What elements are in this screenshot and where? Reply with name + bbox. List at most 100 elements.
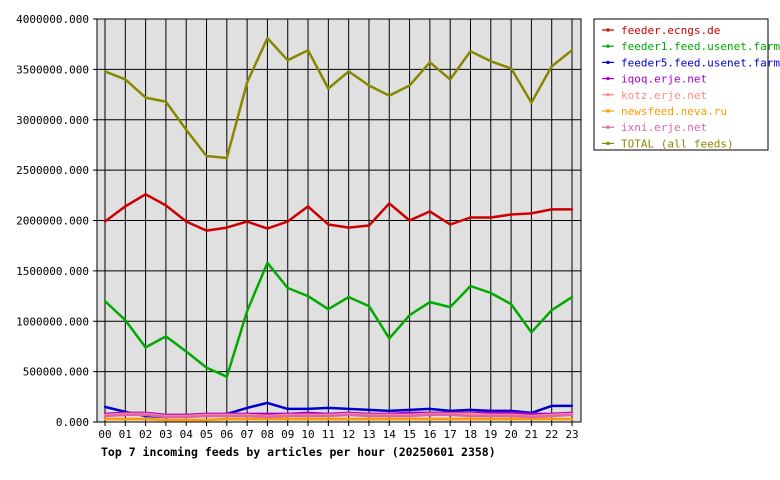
- data-point: [489, 216, 492, 219]
- data-point: [530, 101, 533, 104]
- data-point: [124, 417, 127, 421]
- data-point: [388, 417, 391, 421]
- data-point: [327, 414, 330, 418]
- data-point: [448, 78, 452, 81]
- data-point: [306, 414, 310, 418]
- data-point: [124, 413, 127, 417]
- data-point: [286, 286, 289, 290]
- data-point: [408, 408, 411, 412]
- data-point: [448, 223, 452, 226]
- data-point: [245, 406, 249, 410]
- data-point: [347, 226, 350, 229]
- data-point: [185, 128, 188, 132]
- legend-entry: feeder.ecngs.de: [621, 24, 720, 37]
- data-point: [428, 407, 432, 411]
- x-tick-label: 04: [180, 428, 194, 441]
- data-point: [205, 414, 208, 418]
- data-point: [164, 100, 168, 103]
- data-point: [306, 49, 310, 52]
- x-tick-label: 17: [444, 428, 457, 441]
- data-point: [306, 407, 310, 411]
- legend-marker: [606, 93, 610, 97]
- data-point: [205, 154, 208, 158]
- y-tick-label: 3500000.000: [16, 63, 89, 76]
- legend: feeder.ecngs.de feeder1.feed.usenet.farm f…: [593, 18, 780, 151]
- data-point: [185, 418, 188, 422]
- data-point: [185, 220, 188, 223]
- data-point: [530, 331, 533, 334]
- data-point: [367, 224, 371, 227]
- x-tick-label: 15: [403, 428, 416, 441]
- data-point: [570, 417, 574, 421]
- data-point: [103, 299, 107, 303]
- data-point: [408, 411, 411, 415]
- legend-entry: TOTAL (all feeds): [621, 137, 734, 150]
- data-point: [509, 67, 513, 70]
- data-point: [327, 223, 330, 226]
- data-point: [550, 65, 553, 68]
- data-point: [286, 59, 289, 62]
- data-point: [469, 216, 472, 219]
- x-tick-label: 18: [464, 428, 477, 441]
- data-point: [489, 409, 492, 413]
- series-line-0: [104, 193, 572, 232]
- y-axis-tick-labels: 0.000 500000.000 1000000.000 1500000.000 200…: [16, 13, 89, 429]
- data-point: [103, 417, 107, 421]
- y-tick-label: 4000000.000: [16, 13, 89, 26]
- x-tick-label: 23: [565, 428, 578, 441]
- legend-entry: iqoq.erje.net: [621, 73, 707, 86]
- data-point: [286, 414, 289, 418]
- data-point: [266, 417, 269, 421]
- x-tick-label: 11: [322, 428, 335, 441]
- legend-marker: [606, 60, 610, 64]
- data-point: [428, 210, 432, 213]
- y-tick-label: 3000000.000: [16, 114, 89, 127]
- x-tick-label: 13: [362, 428, 375, 441]
- data-point: [245, 417, 249, 421]
- legend-marker: [606, 28, 610, 32]
- x-tick-label: 21: [525, 428, 538, 441]
- series-lines: [103, 36, 574, 422]
- data-point: [388, 409, 391, 413]
- data-point: [286, 220, 289, 223]
- data-point: [550, 414, 553, 418]
- data-point: [388, 414, 391, 418]
- data-point: [570, 413, 574, 417]
- data-point: [185, 415, 188, 419]
- data-point: [164, 415, 168, 419]
- data-point: [245, 414, 249, 418]
- data-point: [103, 220, 107, 223]
- x-tick-label: 12: [342, 428, 355, 441]
- data-point: [306, 205, 310, 208]
- data-point: [266, 227, 269, 230]
- data-point: [286, 417, 289, 421]
- data-point: [306, 411, 310, 415]
- data-point: [124, 78, 127, 81]
- x-tick-label: 14: [383, 428, 397, 441]
- data-point: [367, 304, 371, 308]
- data-point: [144, 417, 147, 421]
- data-point: [509, 414, 513, 418]
- data-point: [164, 204, 168, 207]
- data-point: [570, 295, 574, 299]
- data-point: [347, 70, 350, 73]
- data-point: [225, 417, 229, 421]
- data-point: [225, 375, 229, 378]
- data-point: [570, 404, 574, 408]
- data-point: [428, 413, 432, 417]
- data-point: [144, 346, 147, 349]
- data-point: [448, 417, 452, 421]
- data-point: [205, 418, 208, 422]
- legend-entry: ixni.erje.net: [621, 121, 707, 134]
- legend-marker: [606, 109, 610, 113]
- data-point: [225, 414, 229, 418]
- data-point: [124, 205, 127, 208]
- data-point: [367, 84, 371, 87]
- data-point: [509, 302, 513, 306]
- data-point: [367, 414, 371, 418]
- data-point: [509, 409, 513, 413]
- x-tick-label: 08: [261, 428, 274, 441]
- data-point: [428, 300, 432, 304]
- x-tick-label: 05: [200, 428, 213, 441]
